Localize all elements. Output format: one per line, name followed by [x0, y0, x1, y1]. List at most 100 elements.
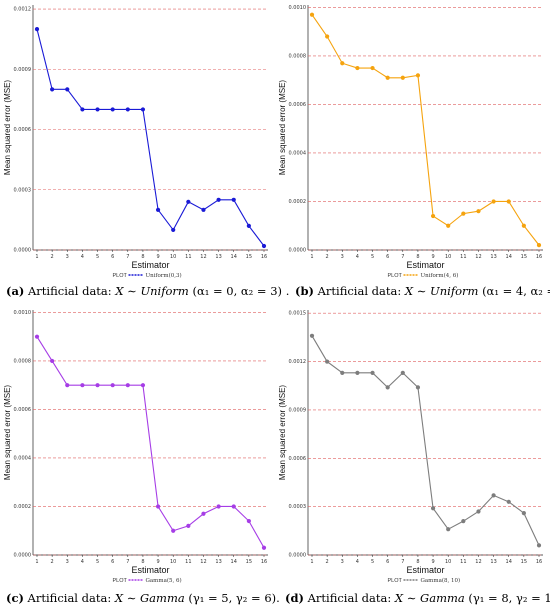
data-point: [491, 493, 496, 498]
legend-title: PLOT: [113, 578, 128, 584]
x-tick-label: 8: [141, 559, 144, 565]
x-axis-label: Estimator: [131, 260, 169, 270]
data-point: [370, 65, 375, 71]
y-tick-label: 0.0010: [289, 5, 307, 11]
x-tick-label: 13: [215, 254, 221, 260]
x-tick-label: 11: [185, 559, 191, 565]
data-point: [385, 385, 390, 390]
x-tick-label: 9: [431, 254, 434, 260]
x-tick-label: 15: [521, 254, 527, 260]
y-tick-label: 0.0000: [289, 553, 307, 559]
x-tick-label: 12: [475, 254, 481, 260]
data-point: [34, 26, 40, 32]
data-point: [155, 207, 161, 212]
data-point: [430, 506, 436, 511]
x-tick-label: 2: [51, 254, 54, 260]
x-tick-label: 3: [66, 254, 69, 260]
data-point: [110, 383, 115, 388]
x-tick-label: 3: [341, 559, 344, 565]
y-axis-label: Mean squared error (MSE): [278, 80, 287, 175]
data-point: [461, 211, 466, 216]
data-point: [325, 359, 330, 364]
series-line: [36, 28, 265, 247]
data-point: [80, 383, 85, 388]
data-point: [476, 509, 481, 514]
legend-title: PLOT: [113, 273, 128, 279]
data-point: [536, 243, 542, 248]
x-tick-label: 16: [261, 559, 267, 565]
x-tick-label: 7: [126, 254, 129, 260]
x-tick-label: 15: [521, 559, 527, 565]
x-axis-label: Estimator: [131, 565, 169, 575]
x-tick-label: 11: [460, 254, 466, 260]
x-tick-label: 14: [231, 559, 237, 565]
y-tick-label: 0.0012: [289, 359, 307, 365]
y-axis-label: Mean squared error (MSE): [3, 80, 12, 175]
legend-entry: Uniform(4, 6): [421, 272, 459, 279]
caption-c: (c) Artificial data: X ∼ Gamma (γ₁ = 5, …: [6, 591, 280, 605]
data-point: [309, 333, 315, 338]
x-tick-label: 11: [185, 254, 191, 260]
data-point: [50, 87, 55, 92]
data-point: [261, 545, 267, 550]
x-tick-label: 7: [401, 559, 404, 565]
data-point: [430, 213, 436, 219]
data-point: [476, 209, 481, 214]
x-tick-label: 12: [200, 559, 206, 565]
x-tick-label: 16: [261, 254, 267, 260]
x-tick-label: 6: [111, 254, 114, 260]
x-tick-label: 9: [431, 559, 434, 565]
y-tick-label: 0.0006: [289, 102, 307, 108]
x-tick-label: 5: [371, 559, 374, 565]
data-point: [216, 504, 221, 509]
data-point: [231, 197, 236, 202]
x-tick-label: 1: [310, 559, 313, 565]
data-point: [65, 383, 70, 388]
x-tick-label: 1: [310, 254, 313, 260]
data-point: [231, 504, 236, 509]
y-tick-label: 0.0008: [14, 358, 32, 364]
data-point: [461, 519, 466, 524]
x-tick-label: 1: [35, 559, 38, 565]
x-tick-label: 8: [141, 254, 144, 260]
data-point: [370, 370, 375, 375]
legend-title: PLOT: [388, 578, 403, 584]
chart-panel-d: 0.0000 0.0003 0.0006 0.0009 0.0012 0.0015 1 2 3 4…: [275, 305, 550, 609]
x-tick-label: 10: [170, 254, 176, 260]
caption-b: (b) Artificial data: X ∼ Uniform (α₁ = 4…: [295, 284, 550, 298]
data-point: [125, 383, 130, 388]
legend-entry: Gamma(8, 10): [421, 577, 461, 584]
data-point: [95, 383, 100, 388]
x-tick-label: 7: [401, 254, 404, 260]
series-line: [36, 336, 265, 548]
x-tick-label: 8: [416, 559, 419, 565]
data-point: [95, 107, 100, 112]
y-tick-label: 0.0002: [289, 199, 307, 205]
data-point: [506, 499, 511, 504]
y-tick-label: 0.0000: [14, 553, 32, 559]
y-tick-label: 0.0004: [14, 455, 32, 461]
data-point: [201, 207, 206, 212]
x-tick-label: 5: [371, 254, 374, 260]
data-point: [400, 370, 405, 375]
y-axis-label: Mean squared error (MSE): [278, 385, 287, 480]
caption-d: (d) Artificial data: X ∼ Gamma (γ₁ = 8, …: [285, 591, 550, 605]
x-tick-label: 10: [445, 559, 451, 565]
data-point: [171, 227, 176, 233]
data-point: [110, 107, 115, 112]
x-tick-label: 15: [246, 254, 252, 260]
data-point: [246, 223, 251, 229]
x-axis-label: Estimator: [406, 565, 444, 575]
chart-panel-c: 0.0000 0.0002 0.0004 0.0006 0.0008 0.0010 1 2 3 4…: [0, 305, 280, 609]
data-point: [80, 107, 85, 112]
data-point: [186, 199, 191, 204]
y-axis-label: Mean squared error (MSE): [3, 385, 12, 480]
x-tick-label: 15: [246, 559, 252, 565]
data-point: [521, 223, 526, 228]
chart-panel-a: 0.0000 0.0003 0.0006 0.0009 0.0012 1 2 3 4 5 6 7 8 9 1…: [0, 0, 289, 300]
x-tick-label: 4: [81, 559, 84, 565]
x-tick-label: 5: [96, 559, 99, 565]
data-point: [521, 510, 526, 516]
y-tick-label: 0.0004: [289, 150, 307, 156]
